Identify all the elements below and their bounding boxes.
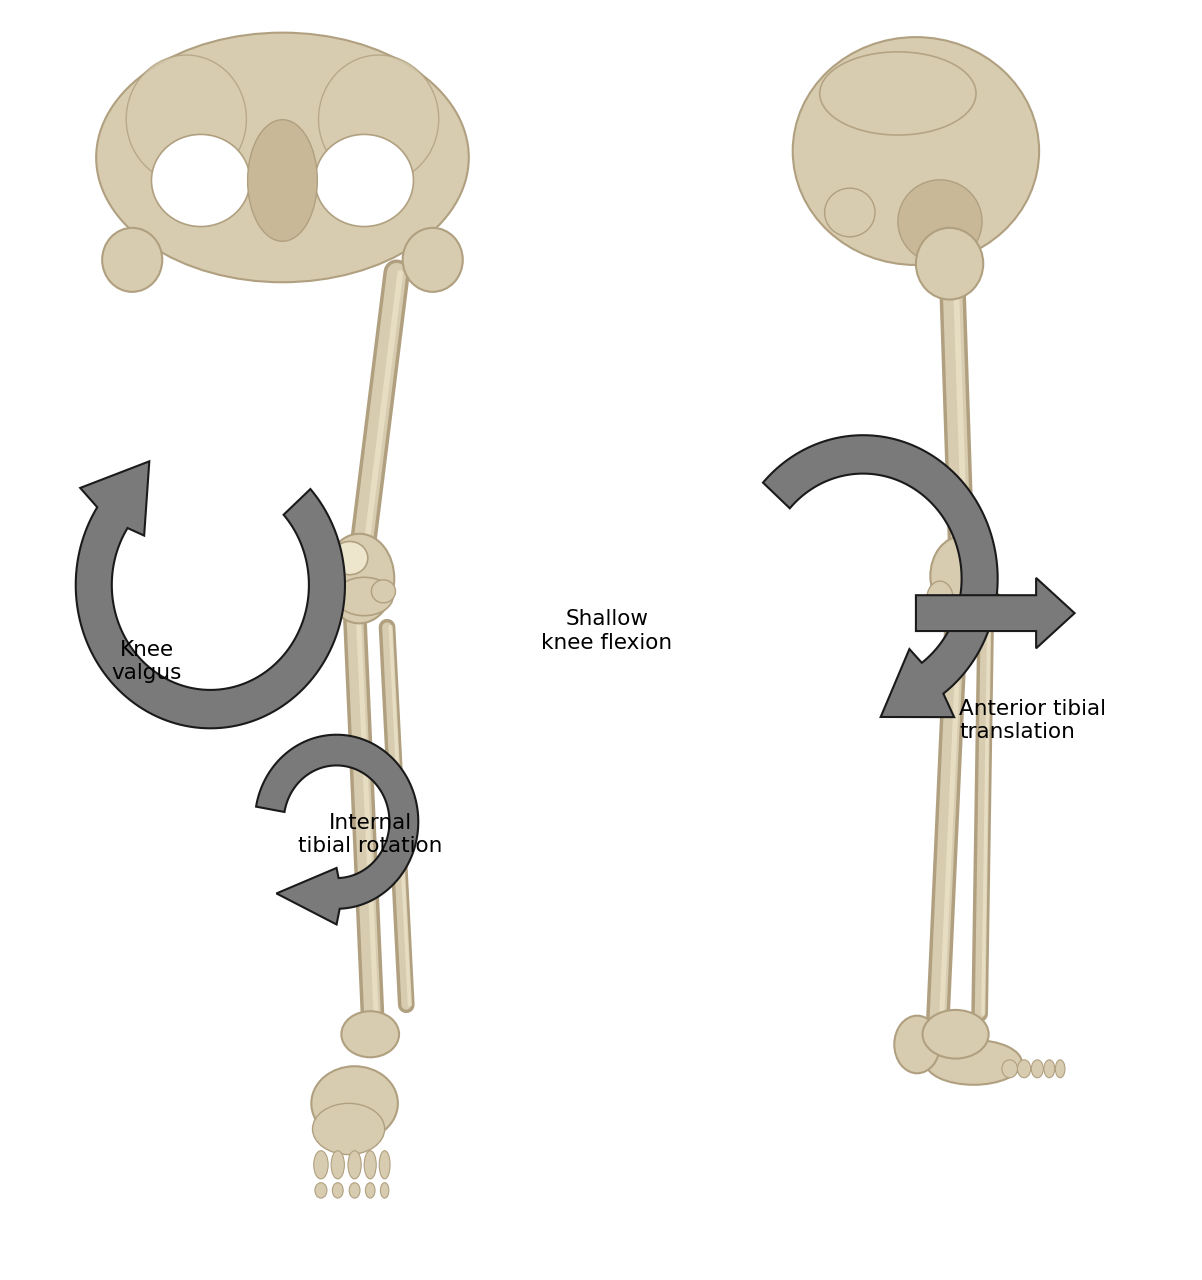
Circle shape [916,228,983,300]
Text: Shallow
knee flexion: Shallow knee flexion [541,609,673,653]
FancyArrow shape [916,579,1075,649]
Ellipse shape [331,1151,344,1179]
Ellipse shape [314,1151,328,1179]
Ellipse shape [825,188,875,237]
Ellipse shape [930,536,993,616]
Ellipse shape [349,1183,361,1198]
Ellipse shape [365,1183,375,1198]
Ellipse shape [1031,1060,1043,1078]
Ellipse shape [332,1183,344,1198]
Ellipse shape [380,1183,389,1198]
Circle shape [403,228,463,292]
Ellipse shape [371,580,395,603]
Text: Internal
tibial rotation: Internal tibial rotation [298,813,442,856]
Circle shape [971,590,1005,626]
Ellipse shape [315,134,413,227]
Ellipse shape [349,1151,361,1179]
Ellipse shape [1055,1060,1065,1078]
Ellipse shape [319,55,439,183]
Ellipse shape [898,180,982,264]
Circle shape [102,228,162,292]
Ellipse shape [1043,1060,1055,1078]
Ellipse shape [926,1039,1022,1085]
Ellipse shape [315,1183,327,1198]
Ellipse shape [894,1016,940,1073]
Ellipse shape [364,1151,376,1179]
Ellipse shape [126,55,246,183]
Ellipse shape [313,1103,385,1155]
Ellipse shape [1002,1060,1017,1078]
Ellipse shape [96,33,469,283]
Ellipse shape [311,1066,398,1140]
Polygon shape [763,435,998,717]
Polygon shape [76,461,345,728]
Text: Knee
valgus: Knee valgus [112,640,182,684]
Ellipse shape [380,1151,389,1179]
Ellipse shape [248,120,317,242]
Text: Anterior tibial
translation: Anterior tibial translation [959,699,1106,742]
Ellipse shape [927,581,953,617]
Ellipse shape [341,1011,399,1057]
Ellipse shape [793,37,1039,265]
Ellipse shape [325,534,394,623]
Ellipse shape [923,1010,988,1059]
Ellipse shape [820,52,976,134]
Ellipse shape [335,577,393,616]
Ellipse shape [151,134,250,227]
Ellipse shape [332,541,368,575]
Polygon shape [256,735,418,924]
Ellipse shape [1017,1060,1031,1078]
